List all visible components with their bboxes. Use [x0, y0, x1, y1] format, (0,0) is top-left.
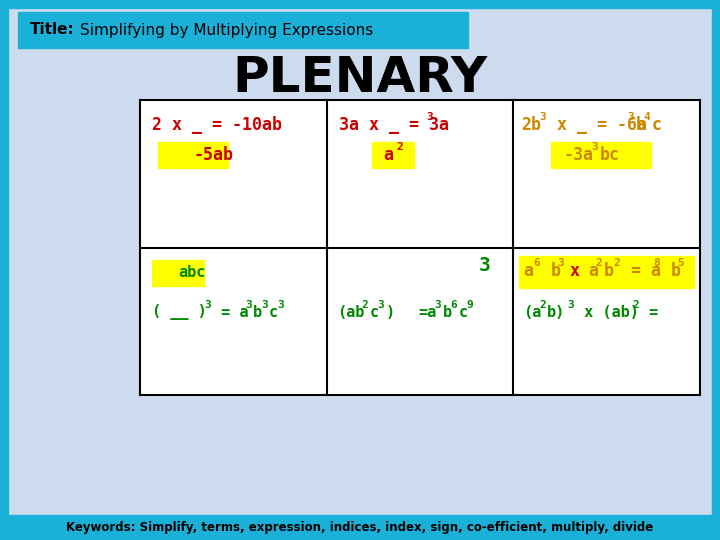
Text: 3: 3	[245, 300, 252, 309]
Text: -5ab: -5ab	[193, 146, 233, 164]
Text: b: b	[662, 262, 681, 280]
Bar	[158, 142, 228, 168]
Text: = a: = a	[212, 305, 248, 320]
Text: 2: 2	[595, 259, 602, 268]
Text: 3: 3	[539, 112, 546, 122]
Text: x (ab): x (ab)	[575, 305, 639, 320]
Text: 4: 4	[644, 112, 650, 122]
Text: b): b)	[547, 305, 566, 320]
Text: 3: 3	[261, 300, 268, 309]
Text: 6: 6	[451, 300, 457, 309]
Text: =a: =a	[418, 305, 437, 320]
Text: bc: bc	[599, 146, 619, 164]
Text: a: a	[384, 146, 394, 164]
Text: b: b	[603, 262, 613, 280]
Text: Title:: Title:	[30, 23, 75, 37]
Text: 8: 8	[653, 259, 660, 268]
Bar	[0, 515, 720, 540]
Text: (a: (a	[523, 305, 541, 320]
Text: Keywords: Simplify, terms, expression, indices, index, sign, co-efficient, multi: Keywords: Simplify, terms, expression, i…	[66, 521, 654, 534]
Text: 5: 5	[678, 259, 684, 268]
Text: 2: 2	[361, 300, 369, 309]
Text: 3: 3	[627, 112, 634, 122]
Text: (ab: (ab	[337, 305, 364, 320]
Text: -3a: -3a	[563, 146, 593, 164]
Text: 2: 2	[539, 300, 546, 309]
Text: c: c	[652, 116, 662, 134]
Text: 2: 2	[397, 142, 403, 152]
Text: 3a x _ = 3a: 3a x _ = 3a	[338, 116, 449, 134]
Text: =: =	[640, 305, 659, 320]
Bar	[0, 0, 720, 8]
Text: 3: 3	[478, 256, 490, 275]
Text: 2b: 2b	[521, 116, 541, 134]
Text: 3: 3	[567, 300, 574, 309]
Text: b: b	[253, 305, 262, 320]
Text: c: c	[369, 305, 379, 320]
Bar	[519, 255, 694, 287]
Text: ): )	[386, 305, 395, 320]
Text: c: c	[459, 305, 468, 320]
Text: ( __ ): ( __ )	[152, 305, 207, 321]
Text: x: x	[570, 262, 580, 280]
Bar	[400, 298, 418, 320]
Bar	[372, 142, 414, 168]
Text: 3: 3	[378, 300, 384, 309]
Text: 2: 2	[613, 259, 620, 268]
Bar	[0, 0, 8, 540]
Text: 6: 6	[534, 259, 540, 268]
Text: 2 x _ = -10ab: 2 x _ = -10ab	[152, 116, 282, 134]
Text: = a: = a	[621, 262, 662, 280]
Bar	[18, 12, 468, 48]
Text: 9: 9	[467, 300, 474, 309]
Text: x _ = -6a: x _ = -6a	[547, 116, 647, 134]
Bar	[140, 100, 700, 395]
Text: 3: 3	[435, 300, 441, 309]
Bar	[0, 532, 720, 540]
Text: abc: abc	[178, 265, 205, 280]
Text: 2: 2	[632, 300, 639, 309]
Text: 3: 3	[277, 300, 284, 309]
Text: 3: 3	[427, 112, 433, 122]
Text: a: a	[523, 262, 534, 280]
Text: 3: 3	[591, 142, 598, 152]
Text: b: b	[443, 305, 451, 320]
Text: Simplifying by Multiplying Expressions: Simplifying by Multiplying Expressions	[80, 23, 373, 37]
Text: a: a	[580, 262, 599, 280]
Text: c: c	[269, 305, 278, 320]
Text: 3: 3	[204, 300, 211, 309]
Bar	[152, 260, 204, 286]
Text: PLENARY: PLENARY	[233, 54, 487, 102]
Text: b: b	[541, 262, 562, 280]
Bar	[552, 142, 652, 168]
Bar	[712, 0, 720, 540]
Text: b: b	[635, 116, 645, 134]
Text: 3: 3	[557, 259, 564, 268]
